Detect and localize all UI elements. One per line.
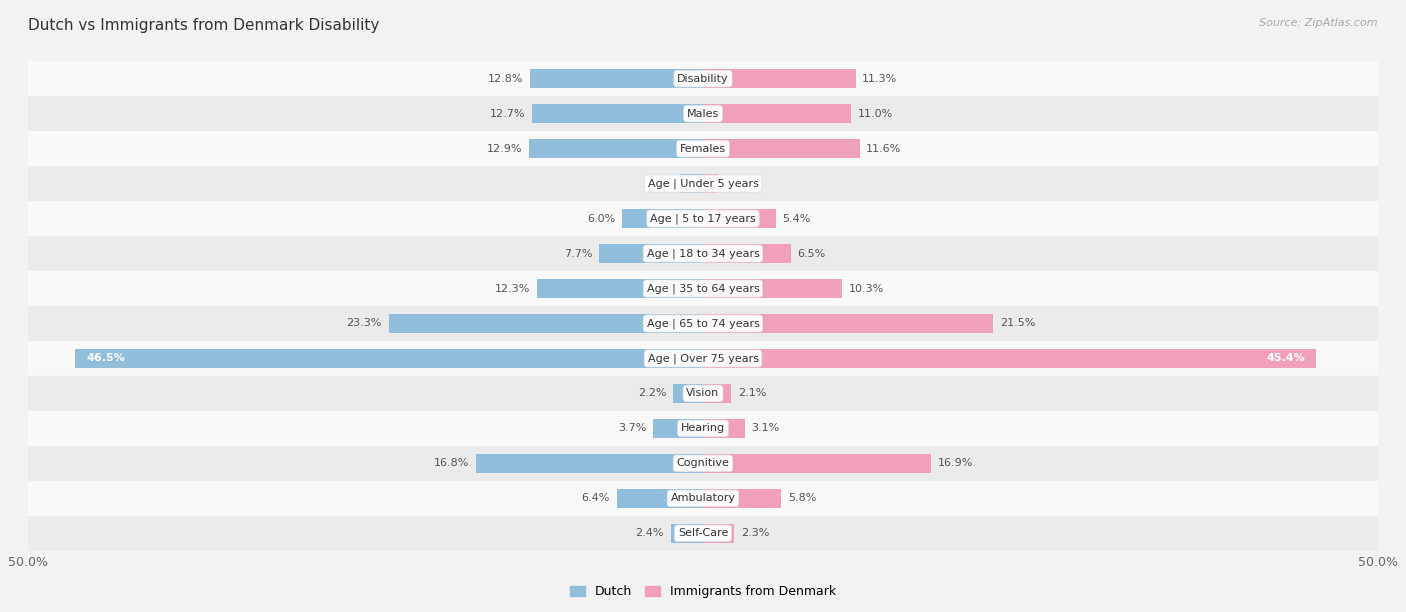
Text: 1.7%: 1.7% — [645, 179, 673, 188]
Bar — [703, 139, 859, 159]
Text: 12.3%: 12.3% — [495, 283, 530, 294]
FancyBboxPatch shape — [28, 201, 1378, 236]
Bar — [599, 244, 703, 263]
FancyBboxPatch shape — [28, 516, 1378, 551]
FancyBboxPatch shape — [28, 271, 1378, 306]
Text: 2.2%: 2.2% — [638, 389, 666, 398]
Text: 23.3%: 23.3% — [346, 318, 382, 329]
Bar — [681, 174, 703, 193]
Text: Males: Males — [688, 109, 718, 119]
Legend: Dutch, Immigrants from Denmark: Dutch, Immigrants from Denmark — [565, 580, 841, 603]
Bar — [703, 174, 718, 193]
Bar — [652, 419, 703, 438]
Text: 11.3%: 11.3% — [862, 73, 897, 84]
FancyBboxPatch shape — [28, 481, 1378, 516]
Text: 2.4%: 2.4% — [636, 528, 664, 539]
Text: 11.6%: 11.6% — [866, 144, 901, 154]
FancyBboxPatch shape — [28, 376, 1378, 411]
Text: 16.9%: 16.9% — [938, 458, 973, 468]
Bar — [703, 453, 931, 473]
Text: Cognitive: Cognitive — [676, 458, 730, 468]
Text: 46.5%: 46.5% — [86, 354, 125, 364]
Bar — [529, 139, 703, 159]
Bar — [617, 489, 703, 508]
Text: 12.9%: 12.9% — [486, 144, 522, 154]
Text: 2.1%: 2.1% — [738, 389, 766, 398]
Bar — [477, 453, 703, 473]
Text: Age | 5 to 17 years: Age | 5 to 17 years — [650, 214, 756, 224]
Text: 2.3%: 2.3% — [741, 528, 769, 539]
Bar — [76, 349, 703, 368]
FancyBboxPatch shape — [28, 411, 1378, 446]
Text: Hearing: Hearing — [681, 424, 725, 433]
Text: Age | 35 to 64 years: Age | 35 to 64 years — [647, 283, 759, 294]
Text: Disability: Disability — [678, 73, 728, 84]
Bar — [673, 384, 703, 403]
Bar — [537, 279, 703, 298]
Bar — [671, 524, 703, 543]
Text: 6.4%: 6.4% — [582, 493, 610, 503]
Bar — [703, 384, 731, 403]
Text: 5.8%: 5.8% — [787, 493, 817, 503]
Text: 1.1%: 1.1% — [724, 179, 752, 188]
Text: Age | 65 to 74 years: Age | 65 to 74 years — [647, 318, 759, 329]
Text: Source: ZipAtlas.com: Source: ZipAtlas.com — [1260, 18, 1378, 28]
Text: 5.4%: 5.4% — [783, 214, 811, 223]
Bar — [703, 349, 1316, 368]
Text: 7.7%: 7.7% — [564, 248, 592, 258]
FancyBboxPatch shape — [28, 131, 1378, 166]
FancyBboxPatch shape — [28, 96, 1378, 131]
Text: Dutch vs Immigrants from Denmark Disability: Dutch vs Immigrants from Denmark Disabil… — [28, 18, 380, 34]
Text: 6.5%: 6.5% — [797, 248, 825, 258]
Bar — [530, 69, 703, 88]
Bar — [703, 244, 790, 263]
FancyBboxPatch shape — [28, 306, 1378, 341]
Bar — [531, 104, 703, 123]
Bar — [703, 104, 852, 123]
Text: Age | Over 75 years: Age | Over 75 years — [648, 353, 758, 364]
Text: 16.8%: 16.8% — [434, 458, 470, 468]
Text: 3.7%: 3.7% — [617, 424, 647, 433]
FancyBboxPatch shape — [28, 61, 1378, 96]
FancyBboxPatch shape — [28, 236, 1378, 271]
Bar — [703, 419, 745, 438]
Text: 3.1%: 3.1% — [752, 424, 780, 433]
Text: 12.7%: 12.7% — [489, 109, 524, 119]
Text: 21.5%: 21.5% — [1000, 318, 1035, 329]
Text: 10.3%: 10.3% — [849, 283, 884, 294]
Bar — [703, 209, 776, 228]
Bar — [621, 209, 703, 228]
Text: 6.0%: 6.0% — [588, 214, 616, 223]
Bar — [703, 279, 842, 298]
Text: Vision: Vision — [686, 389, 720, 398]
Text: Females: Females — [681, 144, 725, 154]
Bar — [703, 524, 734, 543]
FancyBboxPatch shape — [28, 446, 1378, 481]
Text: Self-Care: Self-Care — [678, 528, 728, 539]
Bar — [703, 489, 782, 508]
FancyBboxPatch shape — [28, 166, 1378, 201]
FancyBboxPatch shape — [28, 341, 1378, 376]
Text: Age | 18 to 34 years: Age | 18 to 34 years — [647, 248, 759, 259]
Bar — [388, 314, 703, 333]
Text: 12.8%: 12.8% — [488, 73, 523, 84]
Text: Ambulatory: Ambulatory — [671, 493, 735, 503]
Bar — [703, 314, 993, 333]
Text: Age | Under 5 years: Age | Under 5 years — [648, 178, 758, 189]
Text: 11.0%: 11.0% — [858, 109, 893, 119]
Text: 45.4%: 45.4% — [1267, 354, 1305, 364]
Bar — [703, 69, 855, 88]
